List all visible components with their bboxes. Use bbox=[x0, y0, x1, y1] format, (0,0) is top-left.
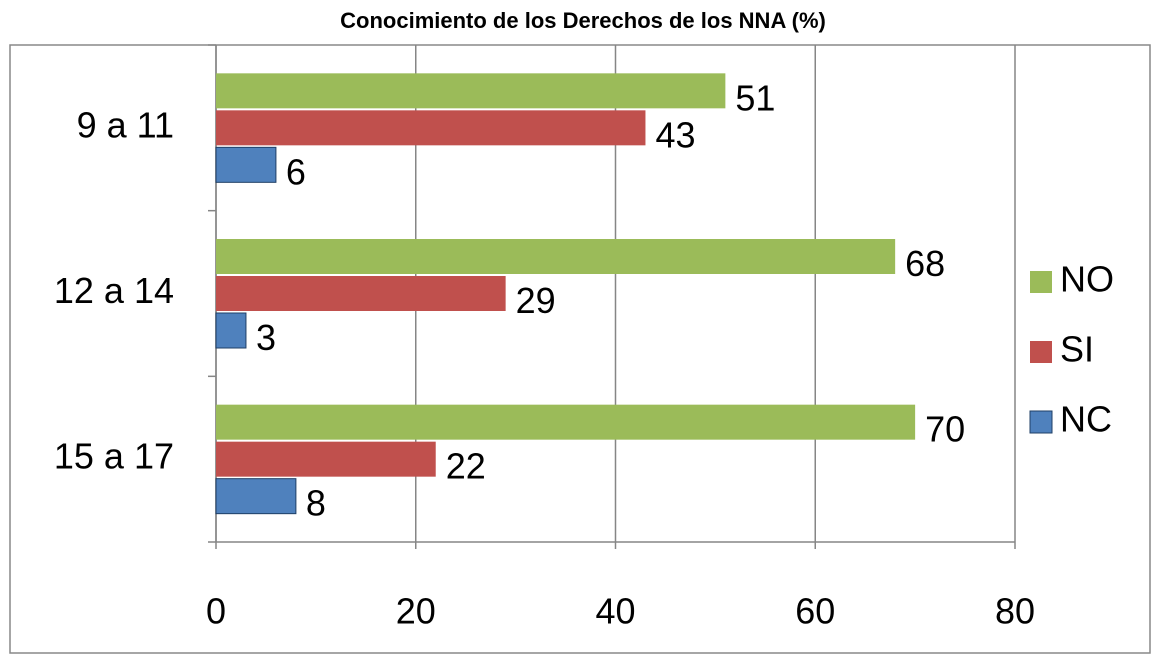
bar bbox=[215, 478, 297, 515]
data-label: 43 bbox=[655, 114, 695, 155]
bar bbox=[216, 276, 506, 311]
y-tick-label: 9 a 11 bbox=[77, 104, 174, 145]
data-label: 6 bbox=[286, 151, 306, 192]
bar bbox=[215, 146, 277, 183]
data-label: 8 bbox=[306, 483, 326, 524]
y-tick-label: 12 a 14 bbox=[54, 270, 174, 311]
y-tick-label: 15 a 17 bbox=[54, 436, 174, 477]
bar bbox=[216, 73, 726, 109]
legend-swatch bbox=[1029, 410, 1053, 434]
legend-label: NO bbox=[1060, 259, 1114, 300]
x-tick-label: 20 bbox=[396, 591, 436, 632]
bar bbox=[216, 404, 916, 440]
data-label: 51 bbox=[735, 77, 775, 118]
data-label: 3 bbox=[256, 317, 276, 358]
legend-label: SI bbox=[1060, 329, 1094, 370]
data-label: 68 bbox=[905, 243, 945, 284]
data-label: 22 bbox=[446, 446, 486, 487]
legend-swatch bbox=[1030, 341, 1052, 363]
legend-label: NC bbox=[1060, 399, 1112, 440]
bar bbox=[216, 239, 896, 274]
x-tick-label: 40 bbox=[595, 591, 635, 632]
x-tick-label: 60 bbox=[795, 591, 835, 632]
bar bbox=[215, 312, 247, 349]
legend-swatch bbox=[1030, 271, 1052, 293]
x-tick-label: 80 bbox=[995, 591, 1035, 632]
bar bbox=[216, 110, 646, 146]
chart-frame bbox=[9, 44, 1151, 654]
chart-title: Conocimiento de los Derechos de los NNA … bbox=[340, 8, 826, 33]
x-tick-label: 0 bbox=[206, 591, 226, 632]
data-label: 29 bbox=[516, 280, 556, 321]
data-label: 70 bbox=[925, 409, 965, 450]
bar bbox=[216, 441, 436, 477]
